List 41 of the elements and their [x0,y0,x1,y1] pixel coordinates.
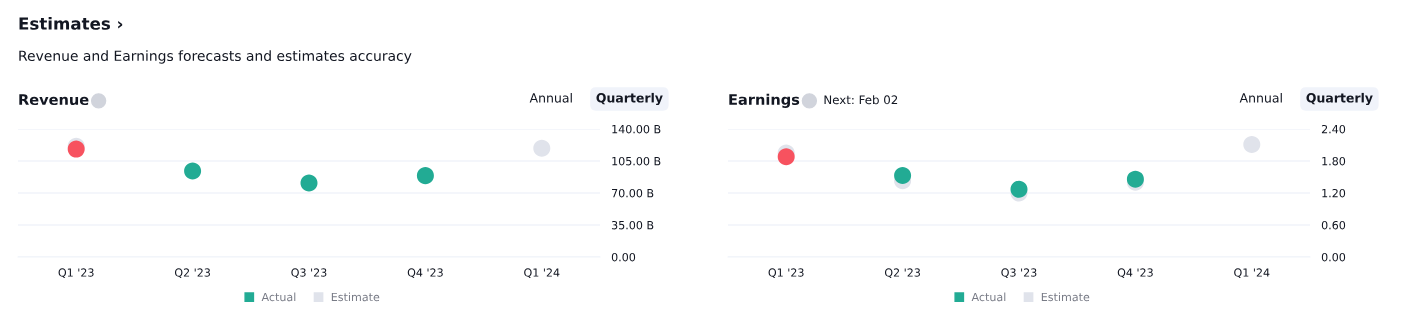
legend-label: Estimate [331,292,380,302]
x-tick-label: Q2 '23 [884,268,920,278]
x-tick-label: Q1 '23 [768,268,804,278]
x-tick-label: Q1 '23 [58,268,94,278]
text: Next: Feb 02 [824,95,898,105]
x-tick-label: Q4 '23 [407,268,443,278]
point [300,174,318,192]
legend-label: Actual [971,292,1006,302]
point [1243,135,1261,153]
x-tick-label: Q4 '23 [1117,268,1153,278]
x-tick-label: Q3 '23 [291,268,327,278]
text: Estimates › [19,16,123,30]
y-tick-label: 105.00 B [612,156,661,166]
y-tick-label: 0.60 [1321,220,1346,230]
chart-title: Earnings [729,93,800,108]
x-tick-label: Q2 '23 [174,268,210,278]
x-tick-label: Q1 '24 [524,268,560,278]
y-tick-label: 0.00 [611,252,636,262]
text: Annual [1239,92,1282,103]
point [533,139,551,157]
y-tick-label: 140.00 B [612,124,661,134]
text: Annual [529,92,572,103]
point [777,148,795,166]
y-tick-label: 1.20 [1322,188,1346,198]
legend-label: Actual [261,292,296,302]
y-tick-label: 35.00 B [611,220,654,230]
point [1010,180,1028,198]
legend-label: Estimate [1041,292,1090,302]
y-tick-label: 1.80 [1322,156,1346,166]
y-tick-label: 0.00 [1321,252,1346,262]
chart-title: Revenue [19,94,89,106]
text: Quarterly [1306,92,1373,106]
point [894,166,912,184]
x-tick-label: Q3 '23 [1001,268,1037,278]
point [184,162,202,180]
text: Quarterly [596,92,663,106]
y-tick-label: 70.00 B [612,188,654,198]
point [416,167,434,185]
x-tick-label: Q1 '24 [1234,268,1270,278]
y-tick-label: 2.40 [1321,124,1346,134]
text: Revenue and Earnings forecasts and estimates accuracy [19,50,412,64]
